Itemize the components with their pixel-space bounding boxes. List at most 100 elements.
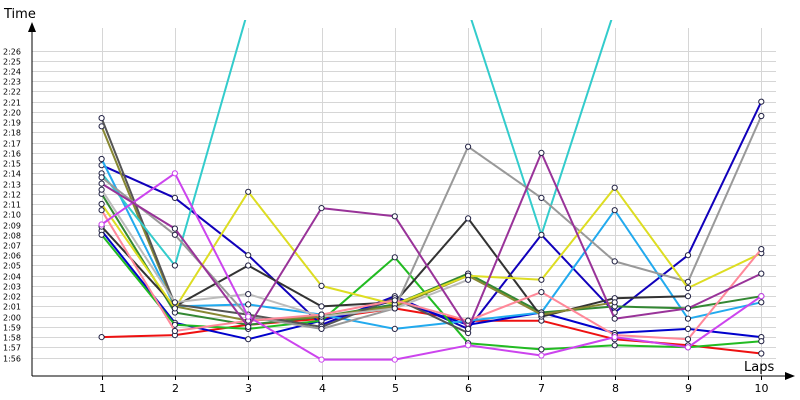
data-point (758, 293, 765, 300)
series-lines (98, 20, 765, 363)
y-tick-label: 2:14 (3, 170, 21, 179)
y-tick-label: 1:58 (3, 334, 21, 343)
x-tick-label: 9 (685, 382, 692, 395)
data-point (758, 350, 765, 357)
data-point (758, 98, 765, 105)
data-point (318, 205, 325, 212)
y-tick-label: 2:03 (3, 283, 21, 292)
data-point (684, 325, 692, 332)
data-point (245, 262, 252, 269)
data-point (684, 278, 692, 285)
axes: Time Laps (3, 7, 795, 380)
x-tick-labels: 1 2 3 4 5 6 7 8 9 10 (99, 376, 769, 395)
y-tick-label: 2:02 (3, 293, 21, 302)
data-point (171, 327, 178, 335)
y-tick-label: 2:20 (3, 109, 21, 118)
y-tick-label: 1:59 (3, 324, 21, 333)
data-point (98, 221, 105, 228)
data-point (245, 336, 252, 343)
y-tick-label: 2:22 (3, 88, 21, 97)
y-tick-label: 2:07 (3, 242, 21, 251)
y-axis-arrow (28, 22, 36, 32)
y-tick-label: 1:57 (3, 344, 21, 353)
x-axis-arrow (785, 372, 795, 380)
y-tick-label: 2:05 (3, 262, 21, 271)
y-tick-label: 2:09 (3, 222, 21, 231)
data-point (391, 254, 398, 261)
data-point (318, 356, 325, 363)
x-tick-label: 8 (612, 382, 619, 395)
data-point (538, 149, 545, 156)
series-line (101, 172, 762, 361)
data-point (171, 262, 178, 269)
y-tick-label: 2:25 (3, 58, 21, 67)
data-point (684, 305, 692, 312)
data-point (98, 115, 105, 122)
x-tick-label: 5 (392, 382, 399, 395)
x-tick-label: 2 (172, 382, 179, 395)
series-10 (98, 20, 613, 269)
data-point (684, 315, 692, 322)
y-tick-label: 2:06 (3, 252, 21, 261)
data-point (465, 276, 472, 283)
x-tick-label: 10 (755, 382, 769, 395)
y-tick-label: 2:10 (3, 211, 21, 220)
data-point (758, 112, 765, 120)
data-point (318, 311, 325, 318)
data-point (391, 213, 398, 220)
data-point (538, 289, 545, 296)
data-point (758, 246, 765, 253)
data-point (98, 174, 105, 181)
data-point (245, 313, 252, 320)
data-point (611, 184, 618, 191)
y-tick-label: 2:19 (3, 119, 21, 128)
data-point (171, 225, 178, 232)
y-axis-title: Time (3, 7, 36, 22)
y-tick-label: 2:17 (3, 140, 21, 149)
data-point (538, 231, 545, 238)
data-point (611, 299, 618, 306)
y-tick-label: 2:18 (3, 129, 21, 138)
series-line (100, 158, 762, 330)
data-point (465, 325, 472, 332)
data-point (98, 231, 105, 238)
x-tick-label: 6 (465, 382, 472, 395)
data-point (611, 315, 618, 322)
y-tick-label: 2:21 (3, 99, 21, 108)
y-tick-label: 2:01 (3, 303, 21, 312)
series-line (101, 151, 762, 330)
y-tick-label: 2:00 (3, 314, 21, 323)
data-point (245, 188, 252, 195)
data-point (465, 143, 472, 150)
y-tick-label: 2:16 (3, 150, 21, 159)
data-point (538, 346, 545, 353)
data-point (391, 356, 398, 363)
series-line (100, 209, 763, 341)
data-point (245, 291, 252, 298)
data-point (98, 334, 105, 341)
x-axis-title: Laps (744, 360, 774, 375)
series-16 (98, 149, 765, 332)
data-point (684, 336, 692, 343)
y-tick-label: 2:23 (3, 78, 21, 87)
series-15 (98, 170, 765, 363)
data-point (538, 276, 545, 283)
x-tick-label: 7 (538, 382, 545, 395)
y-tick-label: 2:13 (3, 181, 21, 190)
data-point (684, 344, 692, 351)
data-point (98, 186, 105, 193)
data-point (171, 231, 178, 238)
data-point (245, 323, 252, 330)
data-point (245, 252, 252, 259)
x-tick-label: 1 (99, 382, 106, 395)
data-point (684, 252, 692, 259)
x-tick-label: 3 (245, 382, 252, 395)
data-point (758, 299, 765, 306)
data-point (171, 194, 178, 201)
data-point (611, 334, 618, 341)
y-tick-label: 2:04 (3, 273, 21, 282)
data-point (318, 282, 325, 289)
data-point (611, 207, 618, 214)
data-point (318, 303, 325, 310)
